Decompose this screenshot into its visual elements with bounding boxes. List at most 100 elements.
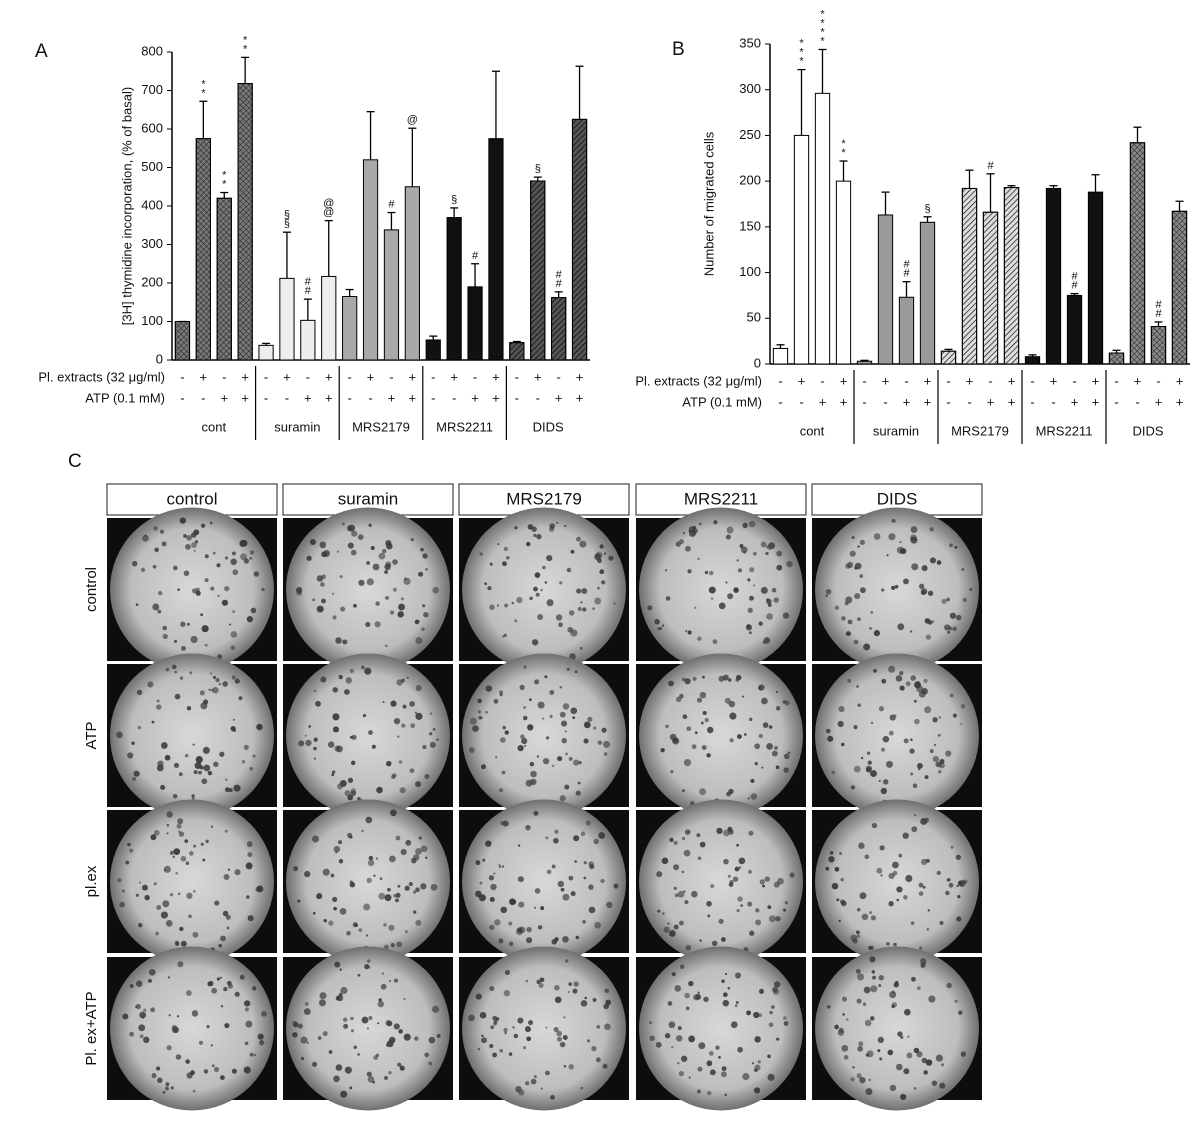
cell-cluster (425, 856, 428, 859)
cell-cluster (868, 1078, 872, 1082)
cell-cluster (253, 571, 260, 577)
cell-cluster (526, 541, 531, 547)
cell-cluster (936, 870, 941, 876)
cell-cluster (412, 890, 417, 894)
cell-cluster (506, 555, 510, 560)
cell-cluster (312, 911, 316, 915)
sign: + (1008, 394, 1016, 409)
cell-cluster (545, 836, 549, 840)
cell-cluster (409, 768, 415, 774)
cell-cluster (682, 836, 686, 841)
cell-cluster (306, 1041, 310, 1044)
cell-cluster (736, 843, 740, 847)
cell-cluster (664, 1033, 671, 1039)
micrograph (636, 946, 806, 1111)
cell-cluster (892, 861, 899, 869)
cell-cluster (773, 597, 779, 603)
cell-cluster (489, 924, 495, 931)
cell-cluster (856, 930, 860, 935)
y-tick-label: 600 (141, 120, 163, 135)
cell-cluster (886, 942, 890, 946)
sign: + (903, 394, 911, 409)
cell-cluster (671, 972, 676, 977)
cell-cluster (775, 705, 781, 711)
bar (1024, 356, 1041, 365)
cell-cluster (173, 565, 178, 571)
cell-cluster (147, 978, 152, 983)
sign: + (576, 390, 584, 405)
cell-cluster (177, 588, 180, 591)
cell-cluster (735, 674, 742, 681)
annotation: # (385, 199, 397, 208)
cell-cluster (758, 686, 762, 690)
cell-cluster (515, 1085, 522, 1093)
bar-pattern (1171, 210, 1188, 365)
cell-cluster (683, 890, 686, 893)
cell-cluster (580, 1000, 588, 1007)
cell-cluster (358, 579, 365, 586)
bar (425, 339, 441, 361)
cell-cluster (414, 711, 418, 715)
cell-cluster (859, 574, 864, 578)
cell-cluster (137, 725, 142, 730)
cell-cluster (768, 725, 773, 729)
cell-cluster (564, 784, 570, 790)
cell-cluster (754, 761, 759, 766)
cell-cluster (678, 920, 684, 926)
row-header: control (83, 567, 100, 612)
annotation: § (532, 163, 544, 173)
cell-cluster (397, 884, 401, 888)
y-tick-label: 50 (747, 310, 761, 325)
cell-cluster (900, 1093, 907, 1101)
cell-cluster (338, 674, 343, 680)
bar (835, 180, 852, 365)
cell-cluster (179, 676, 184, 680)
column-header: MRS2211 (684, 489, 758, 508)
cell-cluster (484, 582, 487, 586)
cell-cluster (183, 570, 190, 577)
cell-cluster (767, 905, 772, 910)
cell-cluster (156, 905, 162, 910)
bar-pattern (961, 187, 978, 365)
cell-cluster (261, 587, 265, 592)
cell-cluster (752, 551, 757, 556)
cell-cluster (910, 534, 917, 542)
cell-cluster (185, 990, 192, 996)
cell-cluster (913, 813, 917, 817)
cell-cluster (852, 1066, 855, 1069)
cell-cluster (176, 1015, 180, 1018)
cell-cluster (740, 546, 748, 554)
cell-cluster (243, 1066, 251, 1074)
cell-cluster (697, 1089, 701, 1094)
cell-cluster (554, 984, 560, 991)
cell-cluster (227, 868, 231, 871)
cell-cluster (349, 668, 354, 673)
cell-cluster (873, 533, 881, 540)
cell-cluster (661, 857, 669, 865)
cell-cluster (701, 745, 707, 750)
cell-cluster (869, 911, 872, 914)
cell-cluster (328, 920, 334, 926)
cell-cluster (429, 732, 433, 736)
cell-cluster (588, 861, 594, 867)
cell-cluster (855, 968, 861, 974)
cell-cluster (357, 973, 361, 977)
cell-cluster (174, 693, 181, 700)
cell-cluster (203, 1069, 209, 1074)
cell-cluster (613, 602, 616, 605)
cell-cluster (870, 611, 873, 614)
cell-cluster (165, 920, 173, 927)
cell-cluster (764, 876, 770, 882)
cell-cluster (888, 901, 894, 907)
cell-cluster (365, 621, 371, 628)
cell-cluster (142, 535, 149, 542)
cell-cluster (745, 624, 753, 631)
cell-cluster (361, 829, 364, 833)
sign: + (241, 390, 249, 405)
cell-cluster (219, 976, 222, 979)
cell-cluster (135, 603, 139, 607)
cell-cluster (853, 765, 861, 773)
cell-cluster (481, 1034, 484, 1038)
sign: + (283, 369, 291, 384)
